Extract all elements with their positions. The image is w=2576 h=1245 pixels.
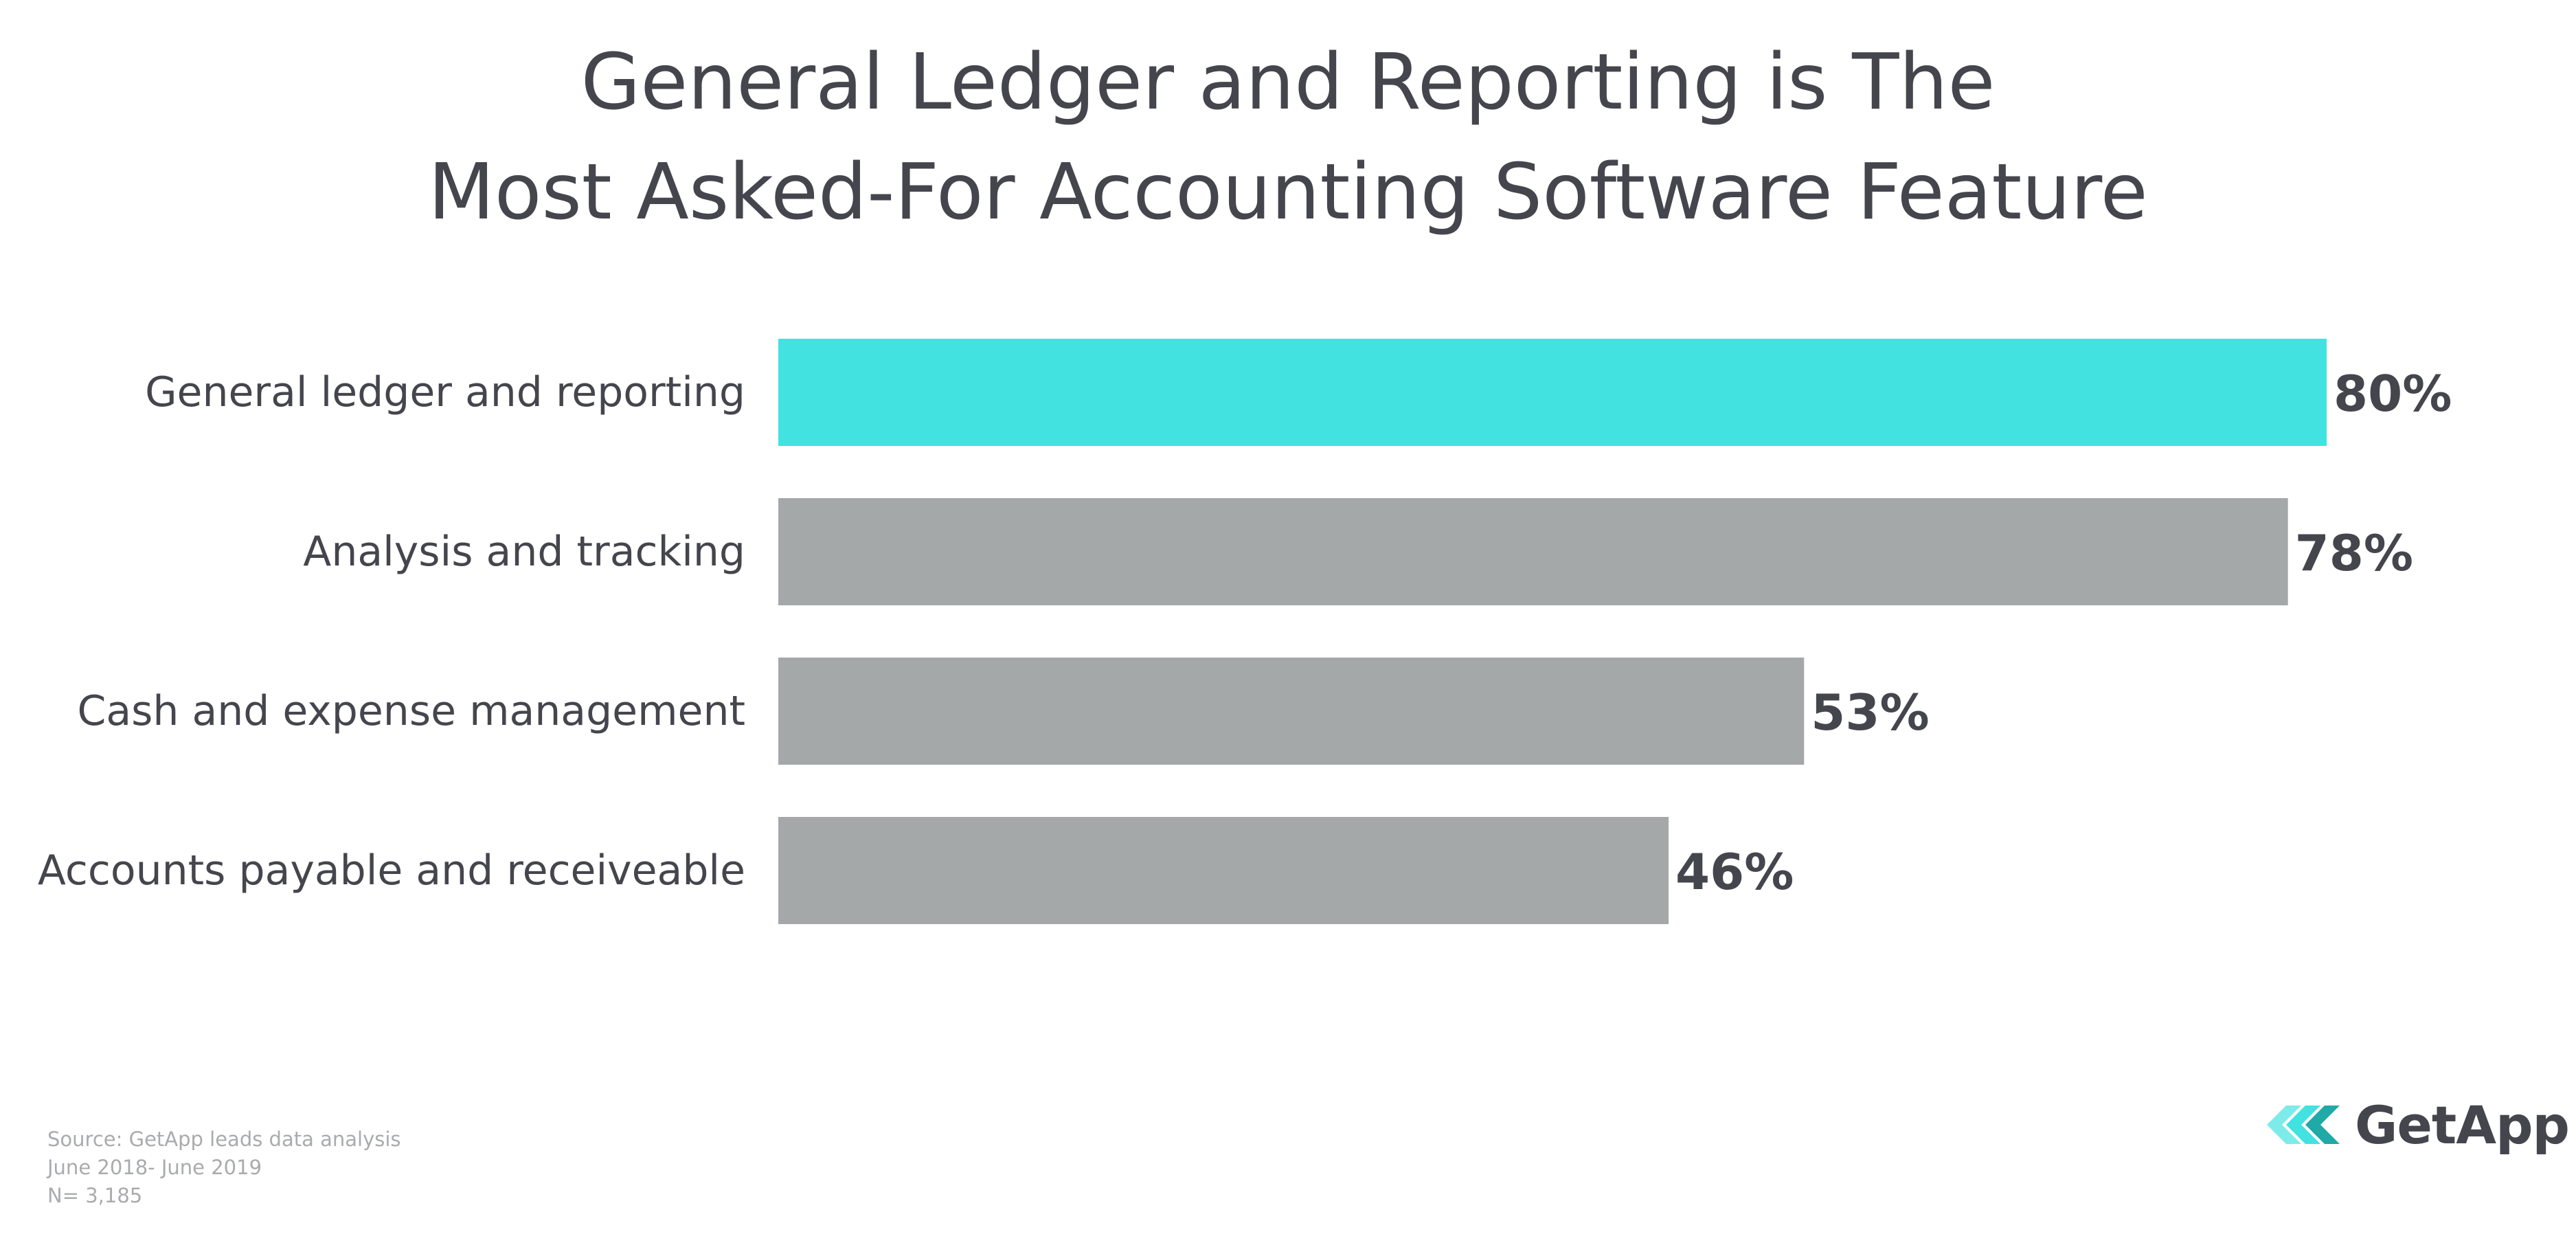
source-sample-size: N= 3,185 — [47, 1184, 143, 1207]
value-label-2: 53% — [1811, 684, 1929, 741]
category-label-1: Analysis and tracking — [303, 528, 745, 576]
bar-3 — [778, 817, 1669, 924]
category-label-0: General ledger and reporting — [145, 368, 745, 416]
bar-chart: General ledger and reporting 80% Analysis … — [38, 339, 2452, 924]
source-date-range: June 2018- June 2019 — [47, 1156, 262, 1179]
brand-logo: GetApp — [2267, 1094, 2570, 1156]
chart-title-line-1: General Ledger and Reporting is The — [580, 38, 1996, 127]
value-label-1: 78% — [2295, 524, 2413, 582]
category-label-2: Cash and expense management — [77, 687, 745, 735]
bar-2 — [778, 658, 1805, 765]
value-label-0: 80% — [2334, 365, 2452, 423]
source-note: Source: GetApp leads data analysis — [47, 1128, 401, 1151]
brand-name: GetApp — [2355, 1094, 2570, 1156]
category-label-3: Accounts payable and receiveable — [38, 846, 745, 895]
value-label-3: 46% — [1675, 843, 1794, 901]
chart-title-line-2: Most Asked-For Accounting Software Featu… — [428, 148, 2148, 237]
getapp-chevrons-icon — [2267, 1106, 2340, 1144]
bar-0 — [778, 339, 2327, 446]
bar-1 — [778, 498, 2288, 605]
